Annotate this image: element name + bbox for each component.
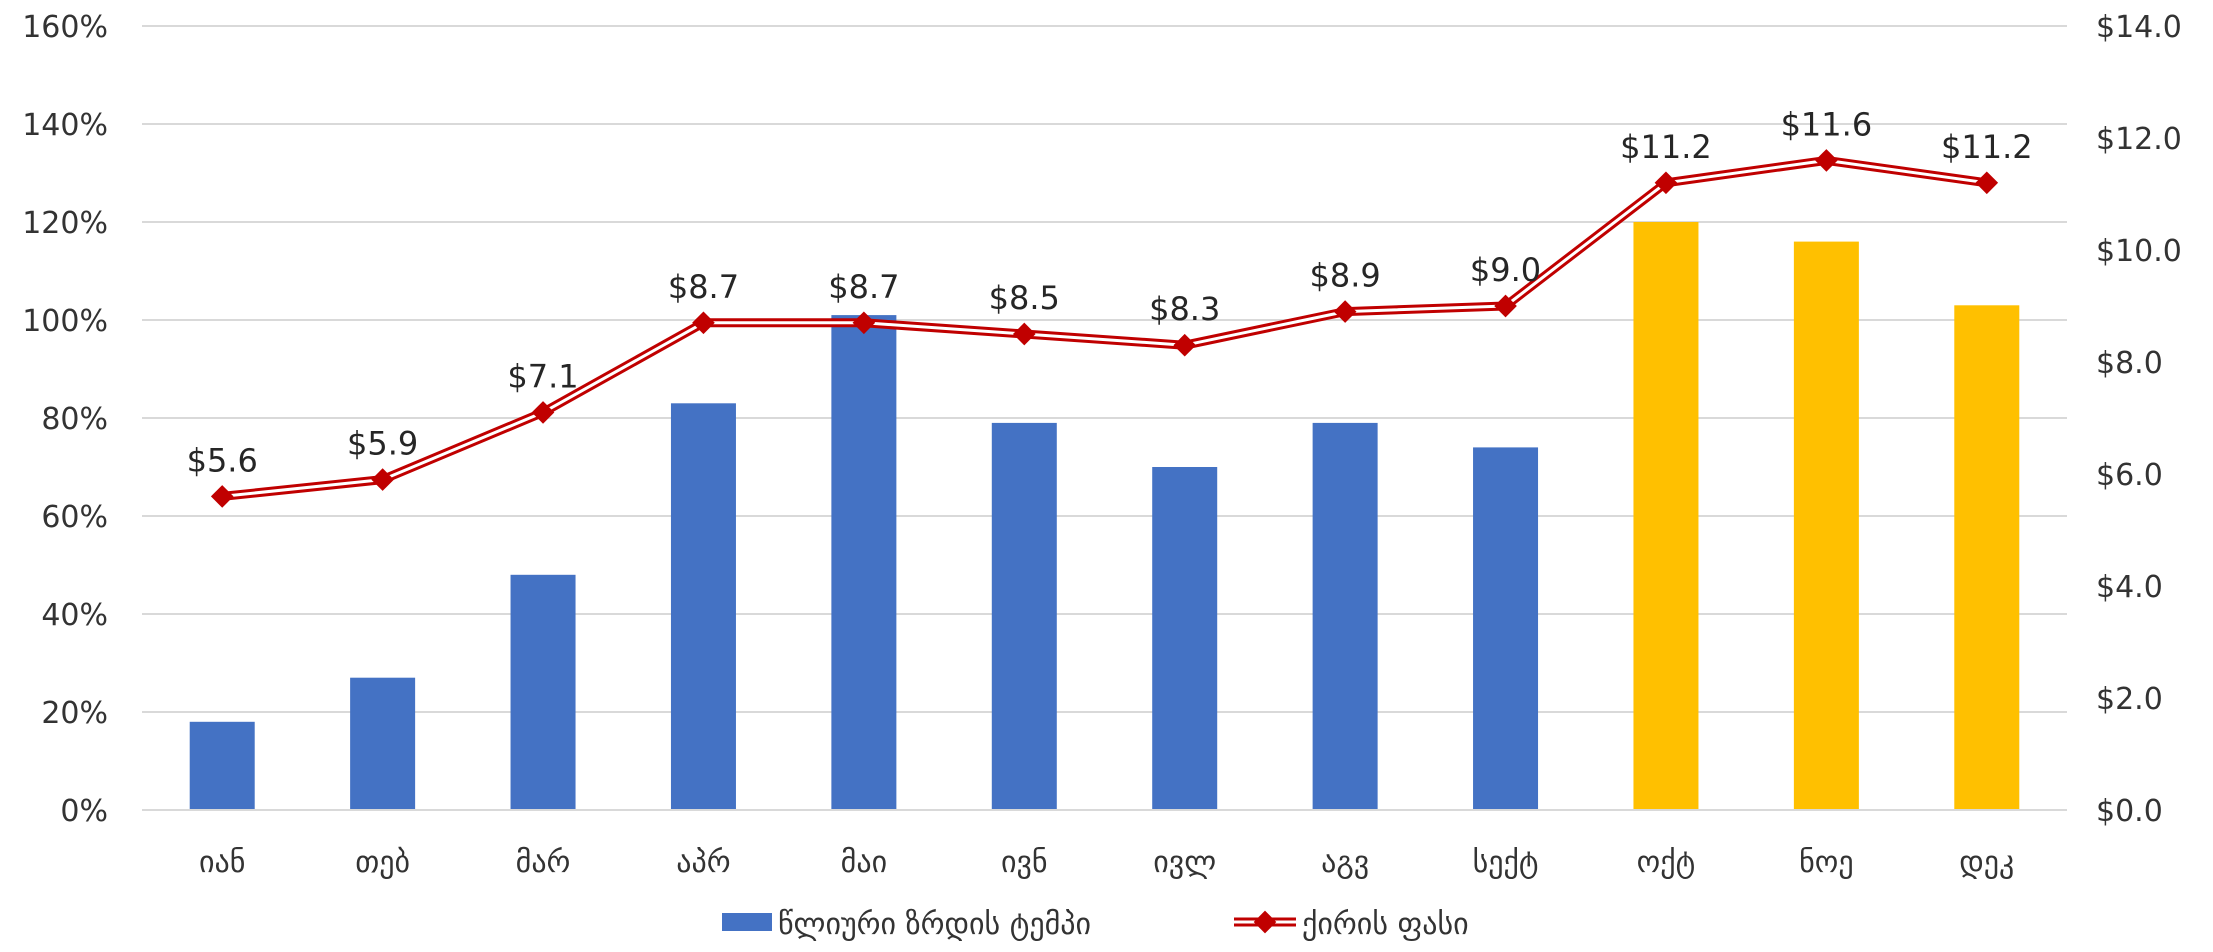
bar xyxy=(1473,447,1539,810)
x-axis-tick-label: სექტ xyxy=(1473,845,1539,880)
data-label: $8.5 xyxy=(989,279,1060,317)
line-point xyxy=(210,485,234,508)
data-label: $11.2 xyxy=(1620,128,1712,166)
bar xyxy=(350,677,416,810)
series-line-inner xyxy=(222,158,1987,498)
right-axis-tick-label: $10.0 xyxy=(2096,234,2182,269)
bar xyxy=(670,403,736,810)
line-point xyxy=(1975,171,1999,195)
bar xyxy=(831,315,897,810)
series-line xyxy=(221,155,1988,501)
line-point xyxy=(1815,149,1838,172)
left-axis-tick-label: 20% xyxy=(41,696,108,731)
legend: წლიური ზრდის ტემპი ქირის ფასი xyxy=(722,907,1469,942)
legend-line-label: ქირის ფასი xyxy=(1302,907,1469,942)
x-axis-tick-label: ივლ xyxy=(1153,845,1216,880)
grid-lines xyxy=(142,25,2067,811)
data-label: $8.9 xyxy=(1310,257,1381,295)
line-point xyxy=(692,311,715,335)
x-axis-tick-label: იან xyxy=(199,845,245,880)
line-series: $5.6 $5.9 $7.1 $8.7 $8.7 $8.5 $8.3 $8.9 $9.0 $11.… xyxy=(187,105,2033,508)
data-label: $5.9 xyxy=(347,425,418,463)
right-axis-tick-label: $6.0 xyxy=(2096,458,2163,493)
left-axis: 0% 20% 40% 60% 80% 100% 120% 140% 160% xyxy=(22,10,108,829)
x-axis-tick-label: ივნ xyxy=(1001,845,1048,880)
bar xyxy=(1793,241,1859,811)
data-label: $8.7 xyxy=(828,268,899,306)
data-label: $8.7 xyxy=(668,268,739,306)
data-label: $7.1 xyxy=(507,357,578,395)
left-axis-tick-label: 160% xyxy=(22,10,108,45)
line-point xyxy=(531,401,555,424)
line-point xyxy=(371,468,394,491)
bar xyxy=(510,574,576,810)
x-axis-tick-label: ნოე xyxy=(1799,845,1854,880)
bar xyxy=(189,721,255,810)
right-axis-tick-label: $2.0 xyxy=(2096,682,2163,717)
x-axis-tick-label: ოქტ xyxy=(1637,845,1696,880)
right-axis-tick-label: $14.0 xyxy=(2096,10,2182,45)
left-axis-tick-label: 60% xyxy=(41,500,108,535)
bar xyxy=(1152,467,1218,810)
left-axis-tick-label: 80% xyxy=(41,402,108,437)
x-axis-tick-label: მაი xyxy=(841,845,887,880)
right-axis: $0.0 $2.0 $4.0 $6.0 $8.0 $10.0 $12.0 $14.0 xyxy=(2096,10,2182,829)
line-point xyxy=(1012,322,1036,346)
bar xyxy=(1633,222,1699,810)
legend-bar-label: წლიური ზრდის ტემპი xyxy=(778,907,1091,942)
left-axis-tick-label: 0% xyxy=(60,794,108,829)
data-label: $8.3 xyxy=(1149,290,1220,328)
legend-bar-swatch xyxy=(722,913,772,931)
line-point xyxy=(852,311,876,335)
x-axis: იან თებ მარ აპრ მაი ივნ ივლ აგვ სექტ ოქტ ნოე დეკ xyxy=(142,809,2067,880)
bar xyxy=(991,422,1057,810)
data-label: $11.6 xyxy=(1781,105,1873,143)
x-axis-tick-label: მარ xyxy=(516,845,571,880)
data-label: $5.6 xyxy=(187,441,258,479)
left-axis-tick-label: 100% xyxy=(22,304,108,339)
line-point xyxy=(1494,294,1517,318)
bar-series xyxy=(189,222,2020,811)
right-axis-tick-label: $8.0 xyxy=(2096,346,2163,381)
bar xyxy=(1954,305,2020,810)
legend-line-marker xyxy=(1253,910,1277,934)
x-axis-tick-label: აპრ xyxy=(676,845,730,880)
x-axis-tick-label: აგვ xyxy=(1321,845,1369,880)
data-label: $11.2 xyxy=(1941,128,2033,166)
x-axis-tick-label: თებ xyxy=(355,845,410,880)
line-point xyxy=(1333,300,1357,323)
left-axis-tick-label: 40% xyxy=(41,598,108,633)
line-point xyxy=(1173,333,1197,357)
right-axis-tick-label: $12.0 xyxy=(2096,122,2182,157)
right-axis-tick-label: $0.0 xyxy=(2096,794,2163,829)
bar xyxy=(1312,422,1378,810)
left-axis-tick-label: 140% xyxy=(22,108,108,143)
left-axis-tick-label: 120% xyxy=(22,206,108,241)
data-label: $9.0 xyxy=(1470,251,1541,289)
right-axis-tick-label: $4.0 xyxy=(2096,570,2163,605)
x-axis-tick-label: დეკ xyxy=(1959,845,2014,880)
